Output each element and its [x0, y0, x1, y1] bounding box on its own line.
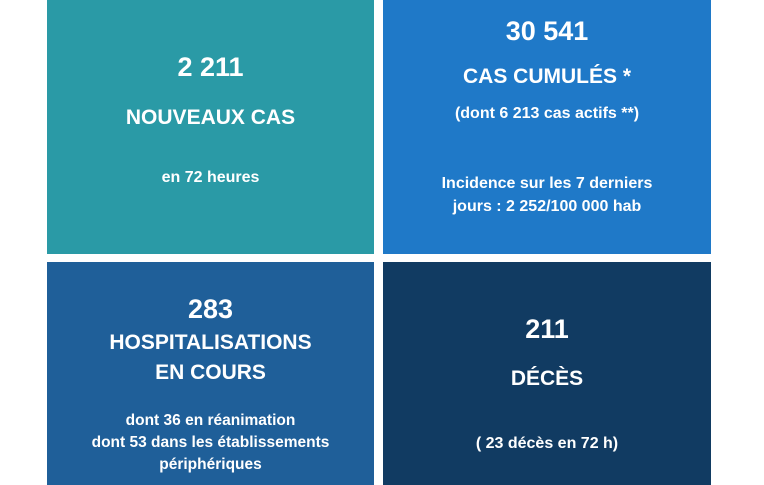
incidence-line-1: Incidence sur les 7 derniers: [441, 175, 653, 192]
new-cases-tile: 2 211 NOUVEAUX CAS en 72 heures: [47, 0, 374, 254]
cumulative-cases-tile: 30 541 CAS CUMULÉS * (dont 6 213 cas act…: [383, 0, 711, 254]
cumulative-label: CAS CUMULÉS *: [462, 65, 631, 88]
active-cases: (dont 6 213 cas actifs **): [454, 105, 640, 122]
hospitalisations-label-2: EN COURS: [155, 361, 266, 384]
hospital-detail-1: dont 36 en réanimation: [125, 412, 296, 429]
incidence-line-2: jours : 2 252/100 000 hab: [452, 198, 642, 215]
deaths-tile: 211 DÉCÈS ( 23 décès en 72 h): [383, 262, 711, 485]
new-cases-value: 2 211: [177, 52, 244, 82]
deaths-recent: ( 23 décès en 72 h): [475, 435, 619, 452]
hospital-detail-3: périphériques: [159, 456, 262, 473]
hospitalisations-label-1: HOSPITALISATIONS: [109, 331, 312, 354]
deaths-value: 211: [525, 314, 569, 344]
deaths-label: DÉCÈS: [510, 367, 584, 390]
hospitalisations-value: 283: [187, 294, 234, 324]
hospital-detail-2: dont 53 dans les établissements: [91, 434, 330, 451]
new-cases-period: en 72 heures: [161, 169, 260, 186]
new-cases-label: NOUVEAUX CAS: [125, 106, 296, 129]
cumulative-value: 30 541: [505, 16, 589, 46]
hospitalisations-tile: 283 HOSPITALISATIONS EN COURS dont 36 en…: [47, 262, 374, 485]
